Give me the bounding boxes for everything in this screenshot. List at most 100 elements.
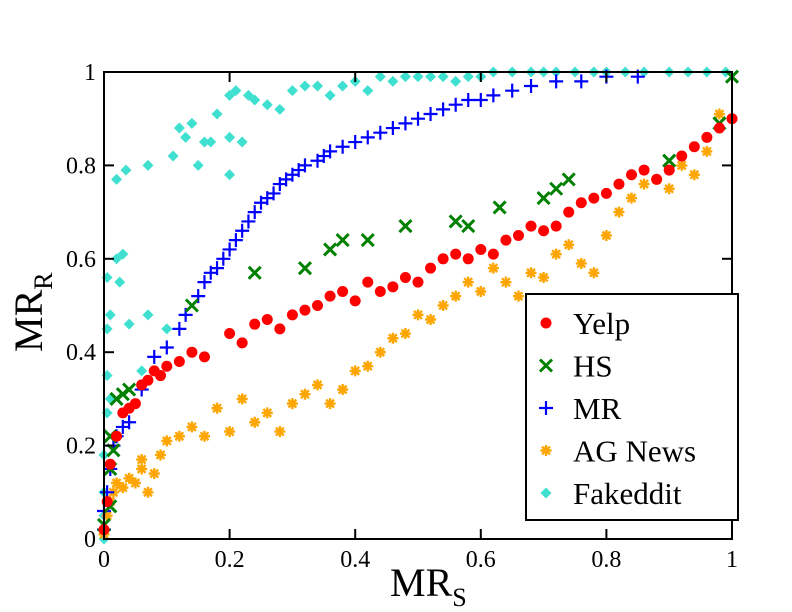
point-mr: [505, 83, 520, 98]
point-ag-news: [676, 159, 688, 171]
point-yelp: [500, 234, 512, 246]
point-fakeddit: [198, 136, 210, 148]
point-fakeddit: [337, 80, 349, 92]
point-yelp: [349, 295, 361, 307]
x-tick-label: 0.6: [466, 547, 496, 573]
point-mr: [549, 74, 564, 89]
legend-marker-fakeddit: [540, 487, 552, 499]
point-fakeddit: [261, 99, 273, 111]
point-yelp: [651, 173, 663, 185]
legend-label-mr: MR: [573, 391, 622, 426]
point-ag-news: [550, 248, 562, 260]
point-ag-news: [362, 360, 374, 372]
point-fakeddit: [312, 80, 324, 92]
point-ag-news: [101, 510, 113, 522]
point-yelp: [588, 192, 600, 204]
point-ag-news: [224, 426, 236, 438]
point-yelp: [676, 150, 688, 162]
point-mr: [247, 205, 262, 220]
x-axis-title-sub: S: [452, 583, 466, 612]
legend-entry-mr: MR: [539, 391, 622, 426]
point-fakeddit: [412, 71, 424, 83]
point-fakeddit: [286, 85, 298, 97]
point-hs: [549, 181, 564, 196]
point-yelp: [286, 309, 298, 321]
point-yelp: [600, 187, 612, 199]
point-ag-news: [638, 178, 650, 190]
point-mr: [235, 223, 250, 238]
point-ag-news: [136, 454, 148, 466]
x-tick-label: 0.8: [591, 547, 621, 573]
legend-box: [525, 293, 739, 521]
point-fakeddit: [211, 108, 223, 120]
point-yelp: [701, 131, 713, 143]
point-fakeddit: [450, 75, 462, 87]
point-mr: [297, 158, 312, 173]
point-yelp: [236, 337, 248, 349]
point-mr: [228, 233, 243, 248]
point-hs: [360, 233, 375, 248]
point-yelp: [299, 304, 311, 316]
point-fakeddit: [462, 71, 474, 83]
point-ag-news: [161, 435, 173, 447]
point-mr: [266, 186, 281, 201]
point-ag-news: [563, 239, 575, 251]
point-ag-news: [129, 477, 141, 489]
point-mr: [122, 415, 137, 430]
point-hs: [662, 153, 677, 168]
point-fakeddit: [136, 365, 148, 377]
y-tick-label: 0.2: [66, 434, 96, 460]
point-fakeddit: [117, 248, 129, 260]
point-yelp: [374, 285, 386, 297]
point-mr: [216, 251, 231, 266]
point-hs: [461, 219, 476, 234]
point-ag-news: [437, 300, 449, 311]
point-yelp: [274, 323, 286, 335]
point-fakeddit: [274, 103, 286, 115]
point-mr: [159, 340, 174, 355]
point-fakeddit: [142, 159, 154, 171]
point-ag-news: [701, 145, 713, 157]
point-hs: [335, 233, 350, 248]
point-ag-news: [525, 267, 537, 279]
point-yelp: [186, 346, 198, 358]
y-tick-label: 0.4: [66, 340, 96, 366]
point-fakeddit: [224, 131, 236, 143]
point-ag-news: [575, 257, 587, 269]
point-fakeddit: [299, 80, 311, 92]
point-mr: [524, 79, 539, 94]
point-fakeddit: [161, 323, 173, 335]
point-mr: [385, 121, 400, 136]
point-yelp: [337, 285, 349, 297]
y-tick-label: 1: [84, 60, 96, 86]
legend-marker-ag-news: [540, 445, 552, 456]
point-ag-news: [500, 276, 512, 288]
point-yelp: [425, 262, 437, 274]
point-yelp: [198, 351, 210, 363]
point-ag-news: [211, 402, 223, 414]
point-yelp: [261, 314, 273, 326]
point-yelp: [111, 430, 123, 442]
data-marks: [96, 66, 740, 545]
point-yelp: [512, 229, 524, 241]
point-fakeddit: [437, 71, 449, 83]
point-yelp: [525, 220, 537, 232]
point-fakeddit: [362, 85, 374, 97]
point-ag-news: [588, 267, 600, 279]
point-mr: [574, 74, 589, 89]
legend-label-fakeddit: Fakeddit: [573, 476, 682, 511]
point-fakeddit: [111, 253, 123, 265]
point-ag-news: [261, 407, 273, 419]
legend: Yelp HS MR AG News Fakeddit: [525, 293, 739, 521]
legend-label-hs: HS: [573, 349, 613, 384]
point-mr: [373, 125, 388, 140]
point-mr: [398, 116, 413, 131]
axis-ticks: 0 0.2 0.4 0.6 0.8 1 0 0.2 0.4 0.6 0.8 1: [66, 60, 738, 573]
legend-entry-hs: HS: [538, 349, 613, 384]
point-fakeddit: [167, 150, 179, 162]
x-tick-label: 0.4: [340, 547, 370, 573]
point-mr: [323, 144, 338, 159]
point-ag-news: [236, 393, 248, 405]
point-ag-news: [123, 472, 135, 484]
point-ag-news: [512, 290, 524, 302]
